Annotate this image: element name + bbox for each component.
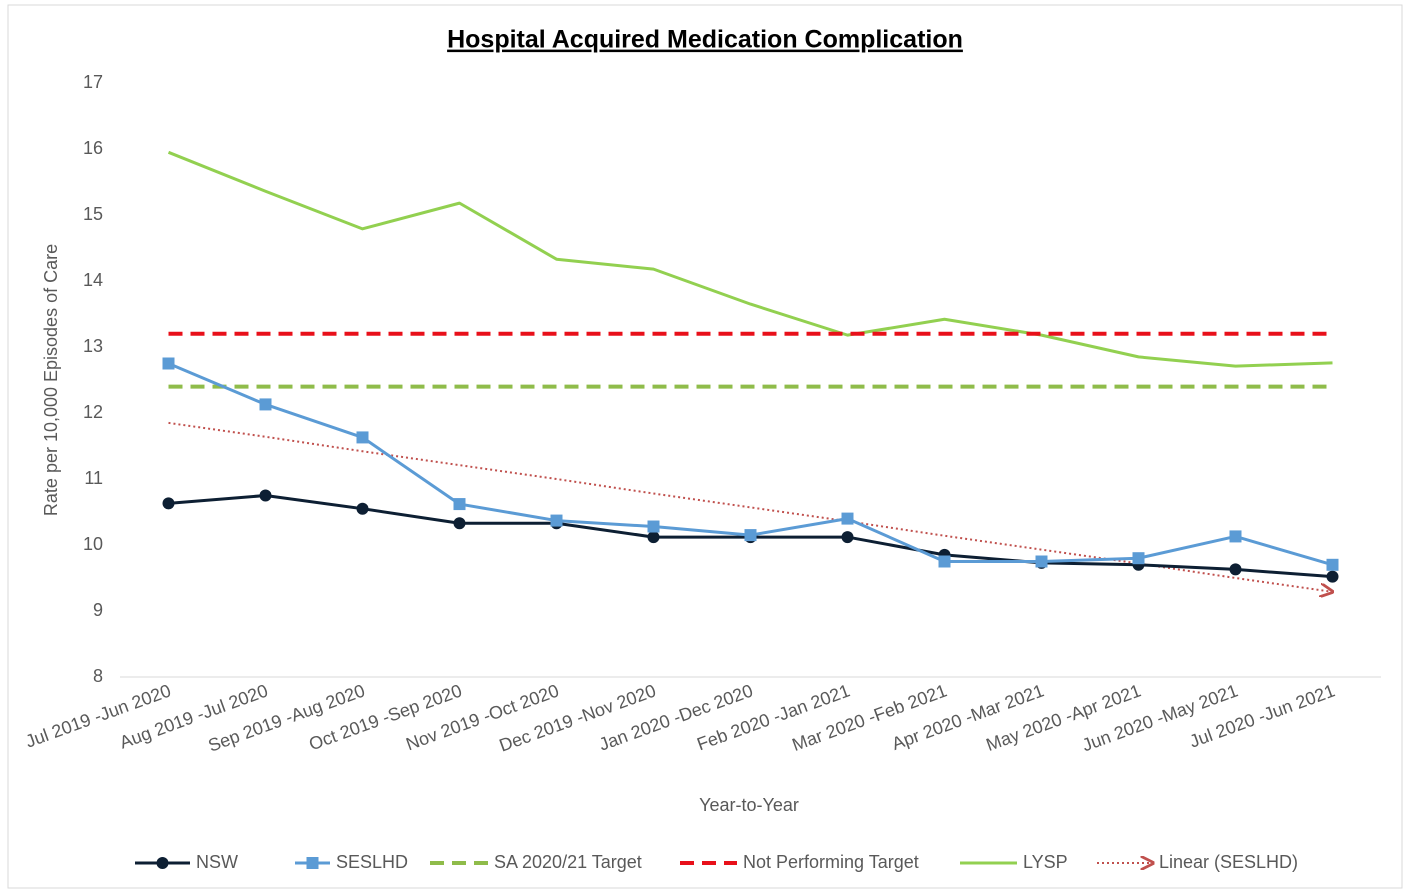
y-tick-label: 14 bbox=[83, 270, 103, 290]
y-tick-label: 8 bbox=[93, 666, 103, 686]
point bbox=[1326, 558, 1339, 571]
legend-label: Linear (SESLHD) bbox=[1159, 852, 1298, 872]
y-tick-label: 17 bbox=[83, 72, 103, 92]
point bbox=[162, 497, 175, 510]
point bbox=[744, 529, 757, 542]
y-axis-label: Rate per 10,000 Episodes of Care bbox=[41, 244, 61, 516]
point bbox=[550, 514, 563, 527]
point bbox=[1326, 570, 1339, 583]
legend-label: SA 2020/21 Target bbox=[494, 852, 642, 872]
point bbox=[453, 498, 466, 511]
legend-label: LYSP bbox=[1023, 852, 1068, 872]
point bbox=[1229, 563, 1242, 576]
x-axis-label: Year-to-Year bbox=[699, 795, 799, 815]
legend-label: NSW bbox=[196, 852, 238, 872]
y-tick-label: 12 bbox=[83, 402, 103, 422]
point bbox=[162, 357, 175, 370]
y-tick-label: 13 bbox=[83, 336, 103, 356]
point bbox=[1229, 530, 1242, 543]
y-tick-label: 16 bbox=[83, 138, 103, 158]
point bbox=[259, 489, 272, 502]
point bbox=[453, 517, 466, 530]
legend-marker bbox=[156, 857, 169, 869]
legend-marker bbox=[306, 857, 319, 869]
point bbox=[356, 431, 369, 444]
chart-title: Hospital Acquired Medication Complicatio… bbox=[447, 26, 963, 54]
point bbox=[938, 555, 951, 568]
point bbox=[841, 512, 854, 525]
y-tick-label: 15 bbox=[83, 204, 103, 224]
point bbox=[647, 520, 660, 533]
chart-border bbox=[7, 4, 1403, 889]
point bbox=[259, 398, 272, 411]
legend-label: Not Performing Target bbox=[743, 852, 919, 872]
y-tick-label: 10 bbox=[83, 534, 103, 554]
y-tick-label: 9 bbox=[93, 600, 103, 620]
point bbox=[647, 531, 660, 544]
point bbox=[356, 502, 369, 515]
point bbox=[1132, 552, 1145, 565]
point bbox=[1035, 555, 1048, 568]
point bbox=[841, 531, 854, 544]
series-line bbox=[167, 150, 1333, 368]
y-tick-label: 11 bbox=[84, 468, 103, 488]
legend-label: SESLHD bbox=[336, 852, 408, 872]
